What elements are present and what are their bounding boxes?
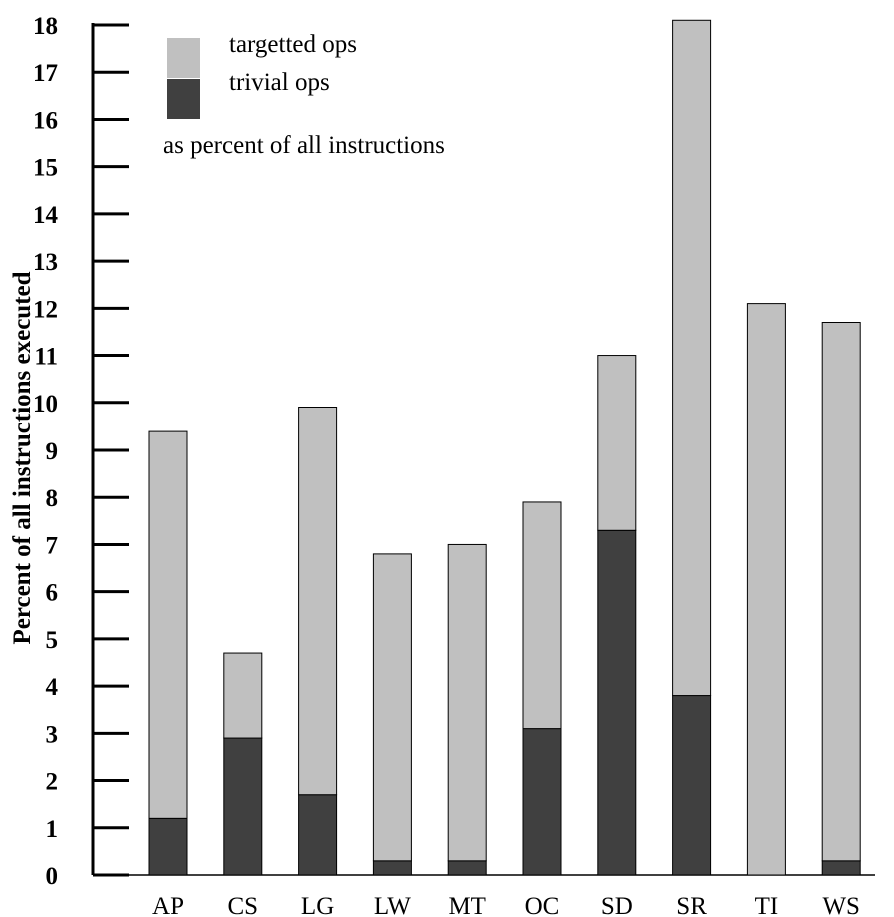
y-tick-label: 0 xyxy=(46,863,59,890)
x-axis-labels: AP CS LG LW MT OC SD SR TI WS xyxy=(152,893,860,917)
x-tick-label: OC xyxy=(525,893,560,917)
bar-ap-targetted-ops xyxy=(148,430,188,819)
bar-oc-trivial-ops xyxy=(522,728,562,876)
legend-note: as percent of all instructions xyxy=(163,132,445,159)
bar-lw-trivial-ops xyxy=(372,860,412,876)
y-tick-label: 7 xyxy=(46,532,59,559)
bar-cs-trivial-ops xyxy=(223,737,263,876)
y-tick-label: 9 xyxy=(46,438,59,465)
y-tick-label: 12 xyxy=(33,296,58,323)
y-tick-label: 11 xyxy=(34,344,58,371)
x-tick-label: LG xyxy=(301,893,334,917)
legend-label-trivial-ops: trivial ops xyxy=(229,69,330,96)
x-tick-label: SD xyxy=(601,893,633,917)
bar-lw-targetted-ops xyxy=(372,553,412,862)
y-tick-label: 17 xyxy=(33,60,58,87)
bar-oc-targetted-ops xyxy=(522,501,562,730)
bar-sr-trivial-ops xyxy=(672,695,712,876)
y-tick-label: 13 xyxy=(33,249,58,276)
x-tick-label: WS xyxy=(822,893,860,917)
y-tick-label: 18 xyxy=(33,13,58,40)
x-tick-label: SR xyxy=(676,893,707,917)
bar-cs-targetted-ops xyxy=(223,652,263,739)
legend-swatch-targetted-ops xyxy=(167,38,200,78)
x-tick-label: AP xyxy=(152,893,184,917)
y-tick-label: 3 xyxy=(46,721,59,748)
bar-sd-trivial-ops xyxy=(597,529,637,876)
y-axis-label: Percent of all instructions executed xyxy=(9,271,36,644)
y-tick-label: 15 xyxy=(33,155,58,182)
x-tick-label: TI xyxy=(755,893,779,917)
bar-mt-trivial-ops xyxy=(447,860,487,876)
y-tick-label: 2 xyxy=(46,769,59,796)
bar-lg-trivial-ops xyxy=(298,794,338,876)
x-tick-label: CS xyxy=(228,893,259,917)
bar-mt-targetted-ops xyxy=(447,543,487,862)
legend-label-targetted-ops: targetted ops xyxy=(229,31,357,58)
y-tick-label: 6 xyxy=(46,580,59,607)
y-tick-label: 10 xyxy=(33,391,58,418)
x-tick-label: MT xyxy=(448,893,486,917)
y-tick-label: 16 xyxy=(33,107,58,134)
bar-lg-targetted-ops xyxy=(298,407,338,796)
x-tick-label: LW xyxy=(374,893,411,917)
bar-ws-trivial-ops xyxy=(821,860,861,876)
y-tick-label: 5 xyxy=(46,627,59,654)
bar-ap-trivial-ops xyxy=(148,817,188,876)
legend: targetted ops trivial ops as percent of … xyxy=(163,31,445,159)
bar-sd-targetted-ops xyxy=(597,355,637,531)
bar-sr-targetted-ops xyxy=(672,19,712,697)
y-tick-label: 8 xyxy=(46,485,59,512)
y-tick-label: 1 xyxy=(46,816,59,843)
bar-ti-targetted-ops xyxy=(746,303,786,876)
bars xyxy=(148,19,861,876)
y-tick-label: 4 xyxy=(46,674,59,701)
y-tick-label: 14 xyxy=(33,202,59,229)
legend-swatch-trivial-ops xyxy=(167,79,200,119)
bar-ws-targetted-ops xyxy=(821,322,861,862)
